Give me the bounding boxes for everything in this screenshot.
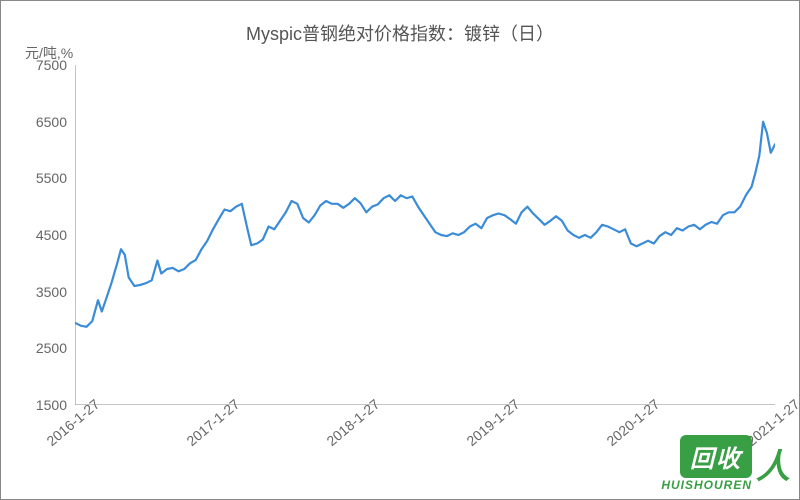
y-tick-label: 1500 (36, 397, 75, 413)
watermark-subtext: HUISHOUREN (661, 478, 752, 492)
y-tick-label: 5500 (36, 170, 75, 186)
watermark: 回收 HUISHOUREN 人 (661, 435, 790, 492)
chart-svg (75, 65, 775, 405)
y-tick-label: 4500 (36, 227, 75, 243)
plot-area: 15002500350045005500650075002016-1-27201… (75, 65, 775, 405)
y-tick-label: 2500 (36, 340, 75, 356)
watermark-badge: 回收 (680, 435, 752, 478)
price-index-chart: Myspic普钢绝对价格指数：镀锌（日） 元/吨,% 1500250035004… (5, 10, 795, 490)
y-tick-label: 3500 (36, 284, 75, 300)
y-tick-label: 7500 (36, 57, 75, 73)
y-tick-label: 6500 (36, 114, 75, 130)
price-series-line (75, 122, 775, 327)
chart-title: Myspic普钢绝对价格指数：镀锌（日） (5, 20, 795, 46)
person-icon: 人 (756, 439, 790, 488)
